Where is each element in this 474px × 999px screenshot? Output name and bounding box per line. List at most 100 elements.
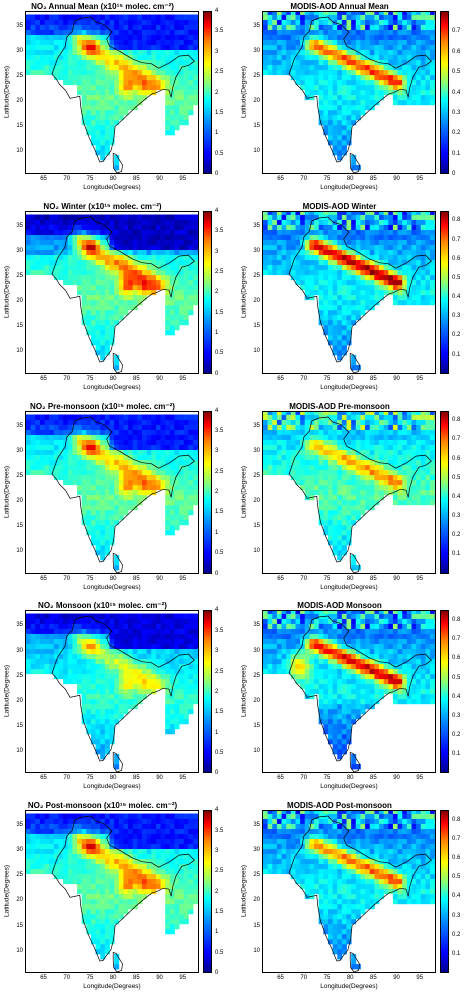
grid-cell: [86, 664, 92, 670]
map-frame: [262, 210, 436, 374]
grid-cell: [169, 449, 175, 455]
grid-cell: [123, 224, 129, 230]
grid-cell: [114, 54, 120, 61]
grid-cell: [26, 638, 32, 645]
grid-cell: [374, 454, 380, 460]
grid-cell: [155, 229, 161, 235]
grid-cell: [365, 264, 371, 270]
grid-cell: [341, 414, 347, 420]
grid-cell: [67, 613, 73, 620]
grid-cell: [337, 274, 343, 280]
grid-cell: [183, 104, 189, 111]
grid-cell: [263, 229, 269, 235]
grid-cell: [81, 294, 87, 300]
grid-cell: [402, 89, 408, 96]
grid-cell: [295, 239, 301, 245]
grid-cell: [411, 74, 417, 81]
grid-cell: [402, 219, 408, 225]
y-tick: 35: [253, 23, 260, 30]
grid-cell: [151, 89, 157, 96]
grid-cell: [379, 439, 385, 445]
grid-cell: [193, 49, 198, 56]
grid-cell: [169, 414, 175, 420]
grid-cell: [146, 79, 152, 86]
y-axis-label: Latitude(Degrees): [3, 65, 11, 119]
srilanka-coastline: [349, 152, 360, 173]
grid-cell: [351, 84, 357, 91]
grid-cell: [128, 638, 134, 645]
grid-cell: [63, 429, 69, 435]
grid-cell: [44, 459, 50, 465]
grid-cell: [86, 499, 92, 505]
grid-cell: [337, 239, 343, 245]
grid-cell: [281, 49, 287, 56]
grid-cell: [193, 459, 198, 465]
grid-cell: [114, 259, 120, 265]
grid-cell: [118, 239, 124, 245]
grid-cell: [67, 269, 73, 275]
grid-cell: [420, 274, 426, 280]
grid-cell: [77, 464, 83, 470]
grid-cell: [109, 454, 115, 460]
grid-cell: [100, 649, 106, 655]
grid-cell: [90, 524, 96, 530]
grid-cell: [109, 319, 115, 326]
grid-cell: [95, 479, 101, 485]
grid-cell: [26, 54, 32, 61]
grid-cell: [346, 411, 352, 415]
grid-cell: [30, 414, 36, 420]
grid-cell: [146, 69, 152, 76]
grid-cell: [430, 489, 435, 495]
grid-cell: [104, 229, 110, 235]
grid-cell: [341, 294, 347, 300]
grid-cell: [392, 214, 398, 220]
grid-cell: [81, 638, 87, 645]
grid-cell: [392, 464, 398, 470]
grid-cell: [392, 69, 398, 76]
grid-cell: [35, 259, 41, 265]
grid-cell: [434, 74, 435, 81]
grid-cell: [183, 14, 189, 20]
grid-cell: [155, 459, 161, 465]
grid-cell: [388, 279, 394, 285]
grid-cell: [425, 439, 431, 445]
grid-cell: [341, 464, 347, 470]
grid-cell: [351, 69, 357, 76]
grid-cell: [142, 254, 148, 260]
grid-cell: [420, 234, 426, 240]
grid-cell: [193, 44, 198, 51]
grid-cell: [346, 249, 352, 255]
grid-cell: [341, 214, 347, 220]
grid-cell: [263, 12, 269, 15]
grid-cell: [44, 469, 50, 475]
grid-cell: [179, 89, 185, 96]
grid-cell: [109, 504, 115, 510]
grid-cell: [309, 259, 315, 265]
grid-cell: [123, 494, 129, 500]
grid-cell: [183, 64, 189, 71]
grid-cell: [179, 259, 185, 265]
grid-cell: [86, 529, 92, 535]
grid-cell: [132, 459, 138, 465]
grid-cell: [346, 459, 352, 465]
grid-cell: [318, 224, 324, 230]
grid-cell: [193, 264, 198, 270]
grid-cell: [114, 364, 120, 371]
grid-cell: [355, 474, 361, 480]
grid-cell: [425, 34, 431, 40]
grid-cell: [374, 29, 380, 35]
x-tick: 80: [346, 575, 354, 582]
grid-cell: [416, 299, 422, 305]
grid-cell: [169, 284, 175, 290]
panel-title: NO₂ Winter (x10¹⁵ molec. cm⁻²): [43, 201, 162, 211]
grid-cell: [193, 94, 198, 101]
grid-cell: [323, 504, 329, 510]
grid-cell: [341, 129, 347, 136]
grid-cell: [323, 239, 329, 245]
grid-cell: [327, 464, 333, 470]
grid-cell: [304, 219, 310, 225]
grid-cell: [402, 211, 408, 215]
grid-cell: [327, 439, 333, 445]
grid-cell: [267, 39, 273, 45]
grid-cell: [430, 74, 435, 81]
